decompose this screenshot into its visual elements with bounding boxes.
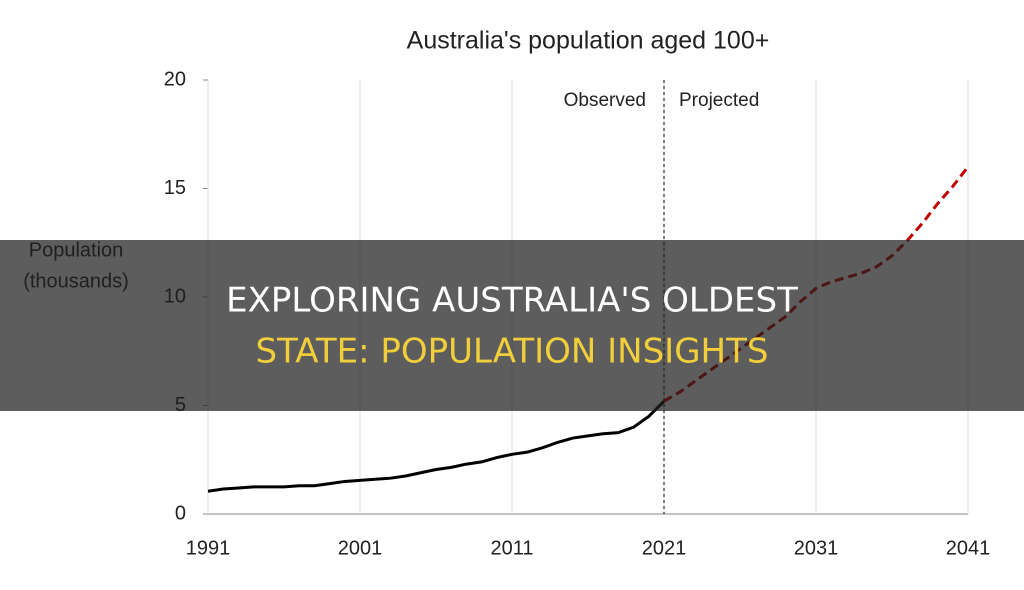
data-line xyxy=(207,400,666,493)
y-tick-label: 20 xyxy=(164,68,186,90)
banner xyxy=(0,240,1024,411)
y-tick-label: 0 xyxy=(175,502,186,524)
divider-label: Observed xyxy=(564,90,646,111)
x-tick-label: 2021 xyxy=(642,537,687,559)
x-tick-label: 2011 xyxy=(490,537,533,559)
y-tick-label: 15 xyxy=(164,177,186,199)
banner-text: STATE: POPULATION INSIGHTS xyxy=(256,332,769,372)
x-tick-label: 2001 xyxy=(338,537,383,559)
x-tick-label: 2041 xyxy=(946,537,991,559)
x-tick-label: 2031 xyxy=(794,537,839,559)
chart-title: Australia's population aged 100+ xyxy=(407,27,770,55)
banner-text: EXPLORING AUSTRALIA'S OLDEST xyxy=(226,281,798,321)
divider-label: Projected xyxy=(679,90,759,111)
x-tick-label: 1991 xyxy=(186,537,231,559)
